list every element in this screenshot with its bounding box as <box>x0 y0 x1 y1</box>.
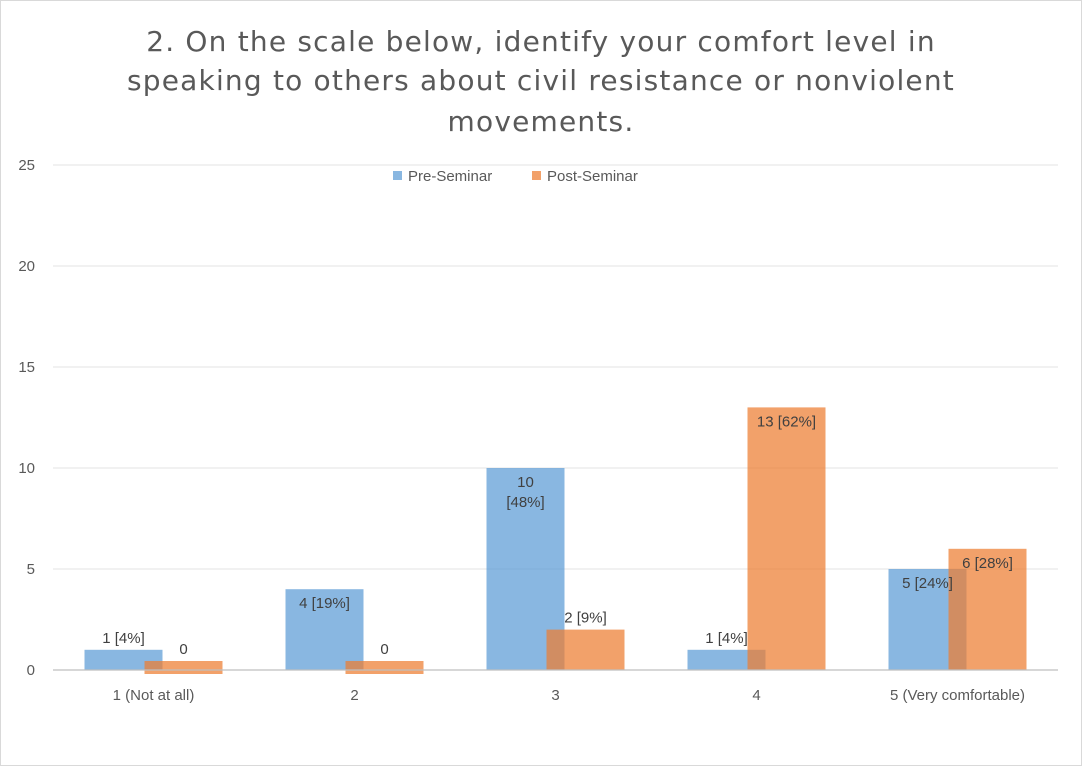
data-label: 6 [28%] <box>962 555 1013 572</box>
data-label: [48%] <box>506 494 544 511</box>
x-tick-label: 1 (Not at all) <box>113 687 195 704</box>
post-seminar-bar <box>948 548 1027 670</box>
legend-label: Pre-Seminar <box>408 168 492 185</box>
y-tick-label: 10 <box>18 460 35 477</box>
x-tick-label: 3 <box>551 687 559 704</box>
chart-title-line: speaking to others about civil resistanc… <box>127 64 955 97</box>
data-label: 0 <box>380 641 388 658</box>
y-tick-label: 20 <box>18 258 35 275</box>
x-tick-label: 4 <box>752 687 760 704</box>
data-labels: 1 [4%] 0 4 [19%] 0 10 [48%] 2 [9%] 1 [4%] 13 [62… <box>102 413 1013 658</box>
y-tick-label: 0 <box>27 662 35 679</box>
pre-seminar-bar <box>687 649 766 670</box>
data-label: 1 [4%] <box>705 630 748 647</box>
data-label: 13 [62%] <box>757 413 816 430</box>
legend-label: Post-Seminar <box>547 168 638 185</box>
y-tick-label: 25 <box>18 157 35 174</box>
x-axis-ticks: 1 (Not at all) 2 3 4 5 (Very comfortable) <box>113 687 1025 704</box>
x-tick-label: 5 (Very comfortable) <box>890 687 1025 704</box>
chart-title-line: movements. <box>448 105 635 138</box>
post-seminar-bar <box>345 661 424 674</box>
pre-seminar-bar <box>285 589 364 670</box>
pre-seminar-bar <box>84 649 163 670</box>
y-tick-label: 15 <box>18 359 35 376</box>
data-label: 4 [19%] <box>299 595 350 612</box>
y-axis-ticks: 0 5 10 15 20 25 <box>18 157 35 679</box>
post-seminar-bar <box>546 629 625 670</box>
post-seminar-bar <box>144 661 223 674</box>
bars <box>84 407 1027 674</box>
chart-title-line: 2. On the scale below, identify your com… <box>146 25 936 58</box>
data-label: 10 <box>517 474 534 491</box>
legend: Pre-Seminar Post-Seminar <box>393 168 638 185</box>
data-label: 2 [9%] <box>564 610 607 627</box>
data-label: 0 <box>179 641 187 658</box>
chart-title: 2. On the scale below, identify your com… <box>127 25 955 138</box>
data-label: 1 [4%] <box>102 630 145 647</box>
data-label: 5 [24%] <box>902 575 953 592</box>
pre-seminar-legend-swatch <box>393 171 402 180</box>
y-tick-label: 5 <box>27 561 35 578</box>
post-seminar-bar <box>747 407 826 670</box>
post-seminar-legend-swatch <box>532 171 541 180</box>
x-tick-label: 2 <box>350 687 358 704</box>
